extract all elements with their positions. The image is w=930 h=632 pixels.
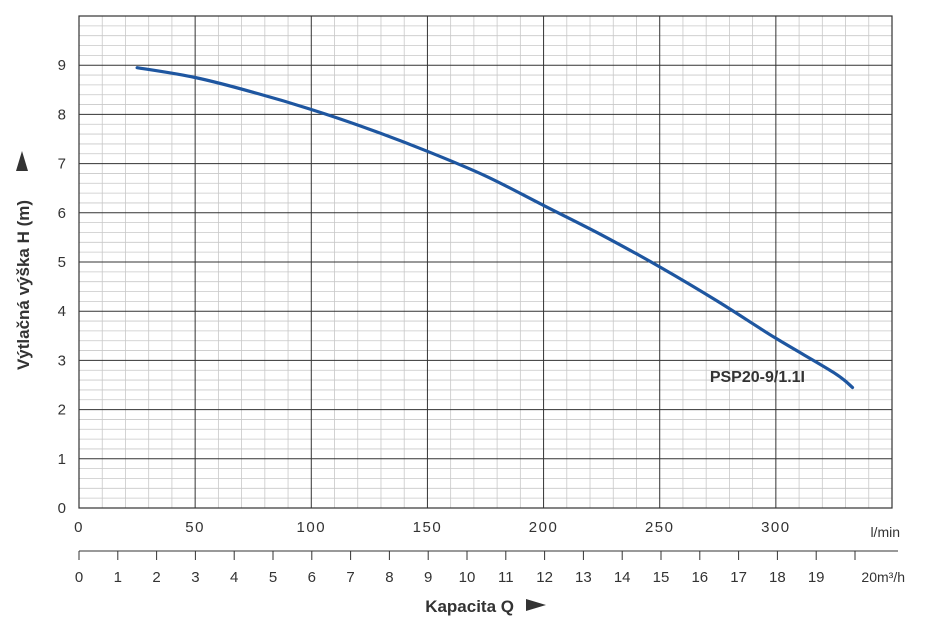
x-tick-label-secondary: 0 <box>75 569 83 586</box>
x-tick-labels-primary: 0 50 100 150 200 250 300 <box>74 519 791 536</box>
y-axis-title-group: Výtlačná výška H (m) <box>14 200 33 370</box>
series-line-psp20 <box>135 66 855 390</box>
x-tick-label-primary: 200 <box>529 519 559 536</box>
secondary-x-axis <box>78 550 898 560</box>
x-tick-label-secondary: 17 <box>730 569 747 586</box>
y-tick-labels: 0 1 2 3 4 5 6 7 8 9 <box>58 57 66 517</box>
x-tick-label-secondary: 13 <box>575 569 592 586</box>
x-tick-label-secondary: 7 <box>346 569 354 586</box>
x-tick-label-secondary: 12 <box>536 569 553 586</box>
plot-frame <box>78 15 893 509</box>
x-tick-label-secondary: 16 <box>691 569 708 586</box>
y-tick-label: 7 <box>58 156 66 173</box>
x-tick-label-secondary: 18 <box>769 569 786 586</box>
x-axis-title-group: Kapacita Q <box>425 597 546 616</box>
y-tick-label: 8 <box>58 106 66 123</box>
y-tick-label: 6 <box>58 205 66 222</box>
x-tick-label-secondary: 14 <box>614 569 631 586</box>
x-tick-label-primary: 300 <box>761 519 791 536</box>
x-tick-label-primary: 50 <box>185 519 205 536</box>
major-grid <box>79 16 892 508</box>
x-tick-label-primary: 0 <box>74 519 84 536</box>
x-tick-label-secondary: 4 <box>230 569 238 586</box>
y-tick-label: 0 <box>58 500 66 517</box>
y-axis-arrow-icon <box>16 151 28 171</box>
y-tick-label: 1 <box>58 451 66 468</box>
x-unit-primary: l/min <box>870 524 900 540</box>
x-axis-title: Kapacita Q <box>425 597 514 616</box>
y-tick-label: 5 <box>58 254 66 271</box>
y-tick-label: 4 <box>58 303 66 320</box>
x-tick-label-secondary: 10 <box>459 569 476 586</box>
series-label-psp20: PSP20-9/1.1I <box>710 369 805 386</box>
x-tick-label-secondary: 15 <box>653 569 670 586</box>
x-tick-label-secondary: 19 <box>808 569 825 586</box>
x-tick-labels-secondary: 0 1 2 3 4 5 6 7 8 9 10 11 12 13 14 15 16 17 18 19 <box>75 569 825 586</box>
x-tick-label-primary: 100 <box>297 519 327 536</box>
x-tick-label-secondary: 2 <box>152 569 160 586</box>
x-tick-label-secondary: 1 <box>114 569 122 586</box>
y-tick-label: 3 <box>58 352 66 369</box>
x-tick-label-secondary: 9 <box>424 569 432 586</box>
y-axis-title: Výtlačná výška H (m) <box>14 200 33 370</box>
x-tick-label-primary: 250 <box>645 519 675 536</box>
x-tick-label-primary: 150 <box>413 519 443 536</box>
x-tick-label-secondary: 8 <box>385 569 393 586</box>
x-tick-label-secondary: 11 <box>498 569 514 586</box>
x-unit-secondary: 20m³/h <box>861 569 905 585</box>
x-tick-label-secondary: 6 <box>308 569 316 586</box>
x-axis-arrow-icon <box>526 599 546 611</box>
x-tick-label-secondary: 5 <box>269 569 277 586</box>
x-tick-label-secondary: 3 <box>191 569 199 586</box>
y-tick-label: 9 <box>58 57 66 74</box>
y-tick-label: 2 <box>58 402 66 419</box>
